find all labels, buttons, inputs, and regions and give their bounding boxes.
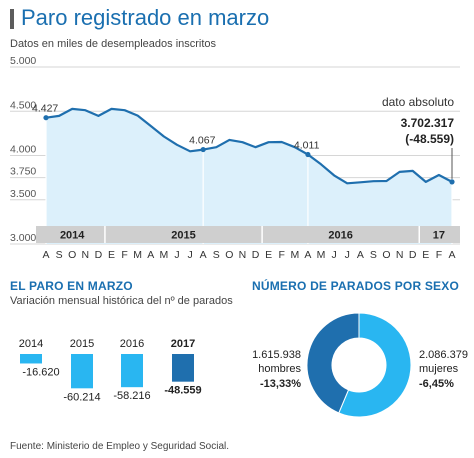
year-label: 2015 — [171, 230, 195, 242]
data-point — [305, 151, 311, 158]
bar-category-label: 2015 — [70, 338, 94, 350]
x-tick-label: J — [332, 249, 337, 261]
title-accent-bar — [10, 9, 14, 29]
x-tick-label: J — [174, 249, 179, 261]
donut-slice — [338, 312, 412, 418]
x-tick-label: A — [304, 249, 311, 261]
y-tick-label: 5.000 — [10, 55, 36, 67]
x-tick-label: F — [279, 249, 285, 261]
slice-change-label: -6,45% — [419, 378, 454, 390]
x-tick-label: S — [56, 249, 63, 261]
slice-change-label: -13,33% — [260, 378, 301, 390]
data-point — [200, 146, 206, 153]
x-tick-label: S — [370, 249, 377, 261]
data-point — [449, 179, 455, 185]
slice-value-label: 2.086.379 — [419, 349, 468, 361]
bar-section-title: EL PARO EN MARZO — [10, 279, 133, 293]
series-line — [45, 107, 453, 185]
x-tick-label: N — [396, 249, 404, 261]
final-caption: dato absoluto — [382, 95, 454, 109]
x-tick-label: N — [239, 249, 247, 261]
x-tick-label: J — [187, 249, 192, 261]
x-tick-label: A — [147, 249, 154, 261]
data-point — [43, 115, 49, 121]
x-tick-label: D — [252, 249, 260, 261]
x-tick-label: N — [81, 249, 89, 261]
y-tick-label: 4.000 — [10, 144, 36, 156]
y-axis-labels: 5.000 4.500 4.000 3.750 3.500 3.000 — [10, 55, 36, 244]
x-tick-label: F — [436, 249, 442, 261]
year-band: 2014 2015 2016 17 — [36, 226, 460, 243]
data-label: 4.067 — [189, 135, 215, 147]
x-tick-label: J — [345, 249, 350, 261]
x-tick-label: F — [121, 249, 127, 261]
x-tick-label: D — [95, 249, 103, 261]
y-tick-label: 4.500 — [10, 99, 36, 111]
bar — [172, 354, 194, 382]
year-label: 17 — [433, 230, 445, 242]
donut-chart: 1.615.938 hombres -13,33% 2.086.379 mujeres -… — [252, 312, 468, 418]
page-title: Paro registrado en marzo — [21, 5, 270, 30]
bar-value-label: -48.559 — [164, 385, 201, 397]
x-tick-label: M — [159, 249, 168, 261]
bar-category-label: 2016 — [120, 338, 144, 350]
final-value: 3.702.317 — [401, 116, 455, 130]
bar-section-subtitle: Variación mensual histórica del nº de pa… — [10, 295, 233, 307]
x-tick-label: S — [213, 249, 220, 261]
bar-category-label: 2014 — [19, 338, 43, 350]
final-annotation: dato absoluto 3.702.317 (-48.559) — [382, 95, 454, 179]
bar-category-label: 2017 — [171, 338, 195, 350]
year-label: 2016 — [328, 230, 352, 242]
x-tick-label: M — [290, 249, 299, 261]
bar-chart: 2014 -16.620 2015 -60.214 2016 -58.216 2017 -48… — [19, 338, 202, 403]
y-tick-label: 3.750 — [10, 166, 36, 178]
final-change: (-48.559) — [405, 132, 454, 146]
source-note: Fuente: Ministerio de Empleo y Seguridad… — [10, 441, 230, 452]
x-tick-label: O — [225, 249, 233, 261]
x-tick-label: A — [200, 249, 207, 261]
area-chart: 5.000 4.500 4.000 3.750 3.500 3.000 4.427 4.06… — [10, 55, 460, 261]
donut-slice — [306, 312, 360, 414]
x-tick-label: E — [108, 249, 115, 261]
year-band-rect — [36, 226, 460, 243]
bar-value-label: -60.214 — [63, 391, 100, 403]
y-tick-label: 3.000 — [10, 232, 36, 244]
bar-value-label: -16.620 — [22, 366, 59, 378]
area-series — [45, 107, 453, 245]
bar-value-label: -58.216 — [113, 390, 150, 402]
x-tick-label: M — [133, 249, 142, 261]
bar — [20, 354, 42, 364]
x-tick-label: M — [317, 249, 326, 261]
slice-value-label: 1.615.938 — [252, 349, 301, 361]
x-tick-label: A — [448, 249, 455, 261]
area-fill — [46, 108, 452, 245]
year-label: 2014 — [60, 230, 85, 242]
y-tick-label: 3.500 — [10, 188, 36, 200]
data-label: 4.427 — [32, 103, 58, 115]
x-tick-label: E — [265, 249, 272, 261]
x-tick-label: O — [382, 249, 390, 261]
x-tick-label: D — [409, 249, 417, 261]
pie-section-title: NÚMERO DE PARADOS POR SEXO — [252, 279, 460, 293]
page-subtitle: Datos en miles de desempleados inscritos — [10, 38, 217, 50]
x-tick-label: A — [357, 249, 364, 261]
slice-name-label: mujeres — [419, 363, 459, 375]
x-tick-label: O — [68, 249, 76, 261]
data-label: 4.011 — [294, 140, 320, 152]
x-tick-label: E — [422, 249, 429, 261]
slice-name-label: hombres — [258, 363, 301, 375]
bar — [121, 354, 143, 388]
bar — [71, 354, 93, 389]
x-tick-label: A — [42, 249, 49, 261]
